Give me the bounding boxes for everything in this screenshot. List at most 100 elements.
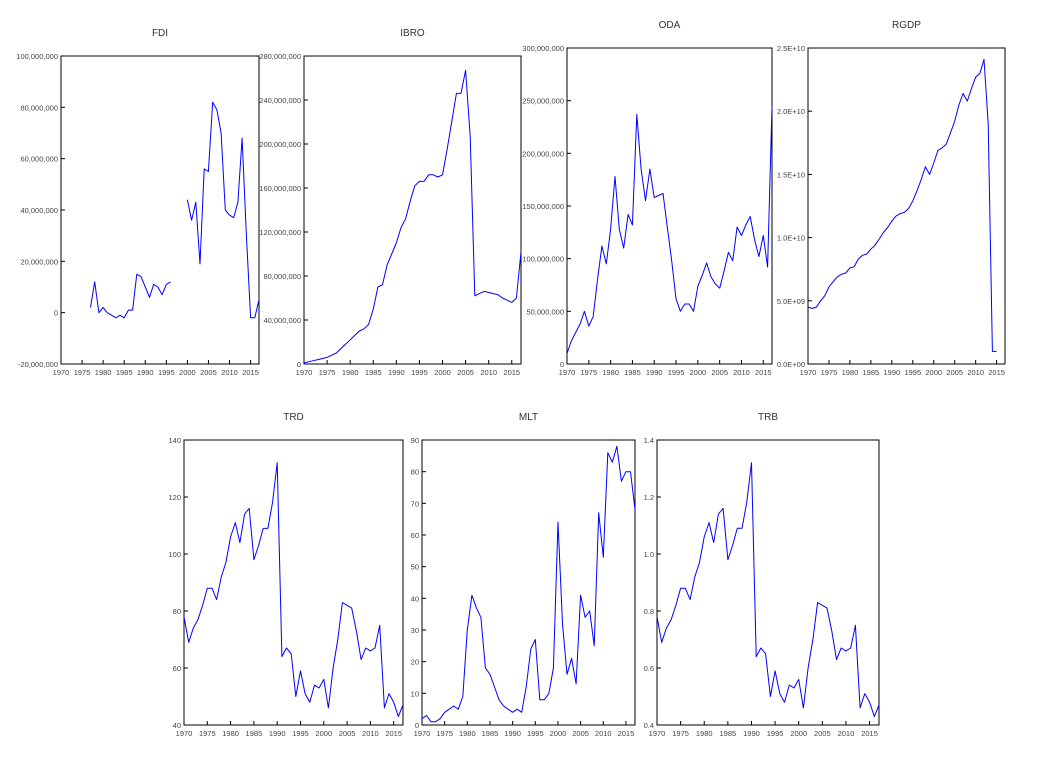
trb-y-tick-label: 0.8: [644, 607, 654, 616]
trb-x-tick-label: 1995: [767, 729, 784, 738]
mlt-y-tick-label: 10: [411, 689, 419, 698]
trb-x-tick-label: 2000: [790, 729, 807, 738]
ibro-y-tick-label: 80,000,000: [263, 272, 301, 281]
ibro-y-tick-label: 40,000,000: [263, 316, 301, 325]
fdi-x-tick-label: 2000: [179, 368, 196, 377]
ibro-x-tick-label: 2015: [503, 368, 520, 377]
oda-y-tick-label: 50,000,000: [526, 307, 564, 316]
oda-x-tick-label: 1995: [668, 368, 685, 377]
ibro-y-tick-label: 200,000,000: [259, 140, 301, 149]
trd-x-tick-label: 1985: [246, 729, 263, 738]
oda-y-tick-label: 100,000,000: [522, 255, 564, 264]
mlt-x-tick-label: 1985: [482, 729, 499, 738]
ibro-y-tick-label: 0: [297, 360, 301, 369]
oda-x-tick-label: 2015: [755, 368, 772, 377]
oda-x-tick-label: 2010: [733, 368, 750, 377]
rgdp-y-tick-label: 5.0E+09: [777, 297, 805, 306]
mlt-x-tick-label: 2005: [572, 729, 589, 738]
trd-x-tick-label: 1970: [176, 729, 193, 738]
oda-x-tick-label: 1990: [646, 368, 663, 377]
rgdp-title: RGDP: [892, 20, 921, 31]
trb-y-tick-label: 1.2: [644, 493, 654, 502]
fdi-series-line: [90, 273, 171, 319]
trd-y-tick-label: 140: [168, 436, 181, 445]
fdi-x-tick-label: 1975: [74, 368, 91, 377]
fdi-title: FDI: [152, 28, 168, 39]
fdi-x-tick-label: 2010: [221, 368, 238, 377]
trd-x-tick-label: 1995: [292, 729, 309, 738]
trb-panel: TRB 0.4 0.6 0.8 1.0 1.2 1.4 1970 1975 1980 1985 199…: [644, 412, 880, 738]
trb-x-tick-label: 1970: [649, 729, 666, 738]
mlt-x-tick-label: 1975: [436, 729, 453, 738]
rgdp-x-tick-label: 2015: [988, 368, 1005, 377]
rgdp-y-tick-label: 1.0E+10: [777, 234, 805, 243]
trd-x-tick-label: 2005: [339, 729, 356, 738]
fdi-y-tick-label: 0: [54, 309, 58, 318]
fdi-x-tick-label: 1995: [158, 368, 175, 377]
ibro-x-tick-label: 1970: [296, 368, 313, 377]
trd-y-tick-label: 60: [173, 664, 181, 673]
mlt-x-tick-label: 2000: [550, 729, 567, 738]
trb-x-tick-label: 1990: [743, 729, 760, 738]
mlt-y-tick-label: 50: [411, 563, 419, 572]
ibro-series-line: [303, 69, 522, 364]
fdi-y-tick-label: 60,000,000: [20, 155, 58, 164]
rgdp-x-tick-label: 1975: [821, 368, 838, 377]
rgdp-y-tick-label: 0.0E+00: [777, 360, 805, 369]
mlt-x-tick-label: 1995: [527, 729, 544, 738]
oda-x-tick-label: 1970: [559, 368, 576, 377]
mlt-y-tick-label: 60: [411, 531, 419, 540]
ibro-y-tick-label: 240,000,000: [259, 96, 301, 105]
oda-y-tick-label: 150,000,000: [522, 202, 564, 211]
rgdp-y-tick-label: 2.5E+10: [777, 44, 805, 53]
ibro-x-tick-label: 1995: [411, 368, 428, 377]
ibro-x-tick-label: 2005: [457, 368, 474, 377]
trd-x-tick-label: 1990: [269, 729, 286, 738]
ibro-y-tick-label: 280,000,000: [259, 52, 301, 61]
rgdp-x-tick-label: 1990: [883, 368, 900, 377]
oda-panel: ODA 0 50,000,000 100,000,000 150,000,000 200,…: [522, 20, 773, 377]
ibro-y-tick-label: 120,000,000: [259, 228, 301, 237]
trb-title: TRB: [758, 412, 778, 423]
fdi-x-tick-label: 1985: [116, 368, 133, 377]
rgdp-panel: RGDP 0.0E+00 5.0E+09 1.0E+10 1.5E+10 2.0E+10 2…: [777, 20, 1006, 377]
fdi-y-tick-label: -20,000,000: [18, 360, 58, 369]
trd-panel: TRD 40 60 80 100 120 140 1970 1975 1980 1985 1990 19…: [168, 412, 404, 738]
trb-x-tick-label: 2005: [814, 729, 831, 738]
rgdp-x-tick-label: 1985: [863, 368, 880, 377]
rgdp-x-tick-label: 1995: [904, 368, 921, 377]
mlt-y-tick-label: 20: [411, 658, 419, 667]
trd-x-tick-label: 1980: [222, 729, 239, 738]
oda-plot-frame: [566, 47, 773, 365]
trd-series-line: [183, 462, 404, 717]
trd-x-tick-label: 2000: [315, 729, 332, 738]
trb-x-tick-label: 1980: [696, 729, 713, 738]
trb-x-tick-label: 2015: [861, 729, 878, 738]
fdi-x-tick-label: 2015: [242, 368, 259, 377]
oda-x-tick-label: 2000: [690, 368, 707, 377]
rgdp-x-tick-label: 2010: [967, 368, 984, 377]
oda-series-line: [566, 105, 773, 354]
trb-y-tick-label: 1.0: [644, 550, 654, 559]
trb-plot-frame: [656, 439, 880, 726]
mlt-x-tick-label: 2015: [618, 729, 635, 738]
trd-plot-frame: [183, 439, 404, 726]
rgdp-y-tick-label: 1.5E+10: [777, 170, 805, 179]
trd-y-tick-label: 80: [173, 607, 181, 616]
rgdp-y-tick-label: 2.0E+10: [777, 107, 805, 116]
fdi-y-tick-label: 20,000,000: [20, 257, 58, 266]
rgdp-x-tick-label: 2005: [946, 368, 963, 377]
ibro-x-tick-label: 2000: [434, 368, 451, 377]
mlt-x-tick-label: 1990: [504, 729, 521, 738]
fdi-x-tick-label: 1970: [53, 368, 70, 377]
trd-x-tick-label: 1975: [199, 729, 216, 738]
mlt-x-tick-label: 1970: [414, 729, 431, 738]
mlt-plot-frame: [421, 439, 636, 726]
mlt-series-line: [421, 445, 636, 723]
trd-x-tick-label: 2010: [362, 729, 379, 738]
ibro-x-tick-label: 2010: [480, 368, 497, 377]
rgdp-x-tick-label: 1980: [842, 368, 859, 377]
trb-x-tick-label: 1985: [720, 729, 737, 738]
mlt-y-tick-label: 40: [411, 594, 419, 603]
